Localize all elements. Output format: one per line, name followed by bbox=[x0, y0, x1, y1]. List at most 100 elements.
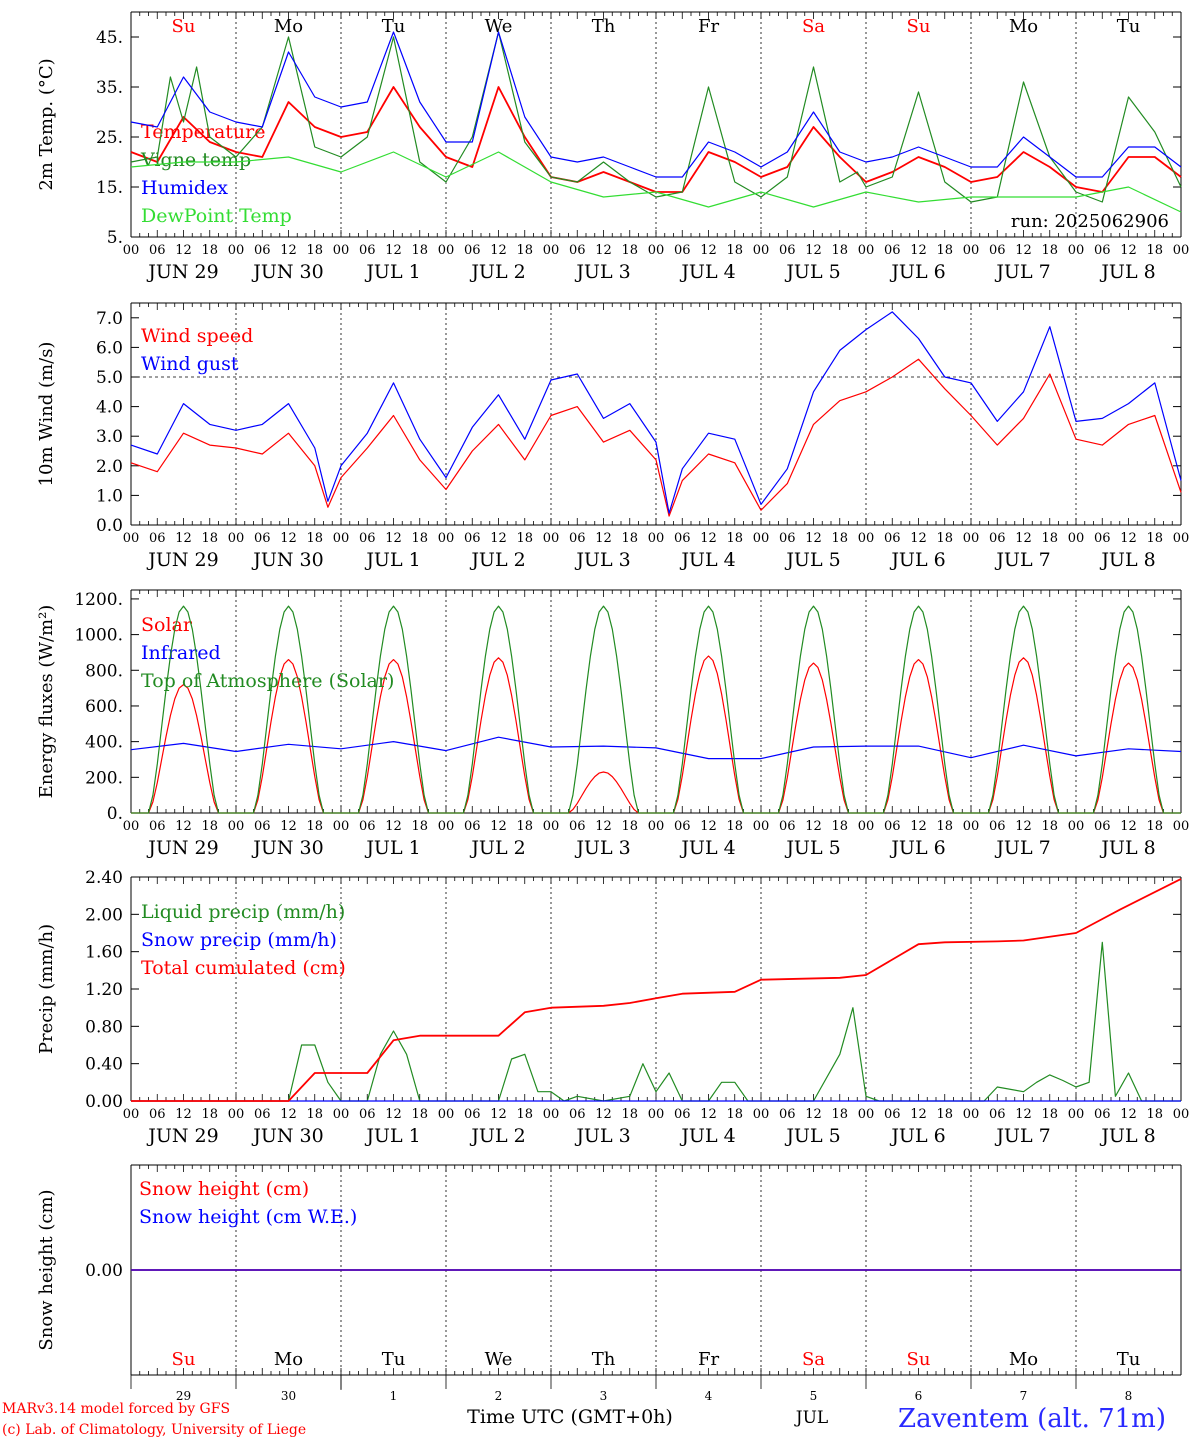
hour-label: 06 bbox=[779, 1107, 796, 1122]
hour-label: 06 bbox=[569, 243, 586, 258]
hour-label: 00 bbox=[648, 531, 665, 546]
hour-label: 12 bbox=[700, 243, 717, 258]
day-number-label: 7 bbox=[1020, 1389, 1028, 1403]
date-label: JUL 7 bbox=[994, 837, 1050, 859]
hour-label: 06 bbox=[254, 531, 271, 546]
hour-label: 06 bbox=[989, 819, 1006, 834]
hour-label: 18 bbox=[1146, 819, 1163, 834]
date-label: JUN 29 bbox=[146, 1125, 218, 1147]
hour-label: 06 bbox=[884, 1107, 901, 1122]
date-label: JUL 5 bbox=[784, 837, 840, 859]
hour-label: 18 bbox=[516, 819, 533, 834]
hour-label: 12 bbox=[490, 819, 507, 834]
hour-label: 00 bbox=[858, 531, 875, 546]
legend-entry: Snow precip (mm/h) bbox=[141, 929, 337, 951]
y-tick-label: 1200. bbox=[74, 590, 123, 610]
date-label: JUL 5 bbox=[784, 1125, 840, 1147]
y-tick-label: 35. bbox=[96, 78, 123, 98]
date-label: JUL 3 bbox=[574, 1125, 630, 1147]
hour-label: 00 bbox=[543, 531, 560, 546]
weekday-label: Su bbox=[907, 16, 931, 37]
date-label: JUL 7 bbox=[994, 261, 1050, 283]
hour-label: 18 bbox=[831, 531, 848, 546]
hour-label: 06 bbox=[674, 1107, 691, 1122]
y-tick-label: 0. bbox=[107, 804, 123, 824]
hour-label: 18 bbox=[936, 243, 953, 258]
weekday-label: Fr bbox=[698, 16, 719, 37]
weekday-label: Mo bbox=[274, 16, 303, 37]
hour-label: 12 bbox=[385, 1107, 402, 1122]
y-tick-label: 2.0 bbox=[96, 457, 123, 477]
y-tick-label: 1000. bbox=[74, 626, 123, 646]
date-label: JUL 3 bbox=[574, 837, 630, 859]
hour-label: 12 bbox=[805, 531, 822, 546]
y-tick-label: 6.0 bbox=[96, 338, 123, 358]
hour-label: 00 bbox=[543, 243, 560, 258]
hour-label: 12 bbox=[385, 243, 402, 258]
hour-label: 00 bbox=[858, 1107, 875, 1122]
weekday-label: Th bbox=[592, 16, 616, 37]
y-tick-label: 7.0 bbox=[96, 309, 123, 329]
hour-label: 18 bbox=[201, 1107, 218, 1122]
hour-label: 06 bbox=[569, 1107, 586, 1122]
hour-label: 18 bbox=[516, 531, 533, 546]
hour-label: 00 bbox=[1068, 531, 1085, 546]
date-label: JUL 6 bbox=[889, 549, 945, 571]
y-tick-label: 25. bbox=[96, 128, 123, 148]
hour-label: 12 bbox=[175, 1107, 192, 1122]
hour-label: 00 bbox=[1068, 243, 1085, 258]
hour-label: 18 bbox=[726, 531, 743, 546]
date-label: JUN 30 bbox=[251, 1125, 323, 1147]
hour-label: 06 bbox=[569, 531, 586, 546]
hour-label: 06 bbox=[149, 819, 166, 834]
weekday-label: Sa bbox=[802, 1349, 825, 1370]
day-number-label: 6 bbox=[915, 1389, 923, 1403]
date-label: JUN 29 bbox=[146, 837, 218, 859]
hour-label: 00 bbox=[1173, 531, 1190, 546]
hour-label: 06 bbox=[149, 1107, 166, 1122]
station-label: Zaventem (alt. 71m) bbox=[898, 1404, 1166, 1434]
weekday-label: Tu bbox=[1117, 16, 1141, 37]
hour-label: 12 bbox=[280, 531, 297, 546]
weekday-label: Su bbox=[907, 1349, 931, 1370]
hour-label: 18 bbox=[516, 243, 533, 258]
date-label: JUL 1 bbox=[364, 261, 420, 283]
weekday-label: Mo bbox=[274, 1349, 303, 1370]
weekday-label: Tu bbox=[382, 1349, 406, 1370]
y-tick-label: 800. bbox=[85, 661, 123, 681]
hour-label: 06 bbox=[464, 243, 481, 258]
hour-label: 18 bbox=[1146, 1107, 1163, 1122]
panel-5: 0.00 Snow height (cm) Su Mo Tu We Th Fr Sa Su Mo Tu… bbox=[36, 1164, 1182, 1403]
legend-entry: Wind speed bbox=[141, 325, 253, 347]
run-annotation: run: 2025062906 bbox=[1011, 211, 1169, 232]
y-tick-label: 1.60 bbox=[85, 943, 123, 963]
hour-label: 12 bbox=[700, 819, 717, 834]
date-label: JUL 4 bbox=[679, 1125, 735, 1147]
hour-label: 18 bbox=[936, 819, 953, 834]
hour-label: 00 bbox=[228, 1107, 245, 1122]
hour-label: 12 bbox=[280, 819, 297, 834]
date-label: JUL 1 bbox=[364, 1125, 420, 1147]
hour-label: 18 bbox=[936, 531, 953, 546]
legend-entry: Solar bbox=[141, 614, 193, 636]
hour-label: 12 bbox=[1015, 1107, 1032, 1122]
date-label: JUL 3 bbox=[574, 549, 630, 571]
y-tick-label: 2.40 bbox=[85, 868, 123, 888]
weekday-label: Fr bbox=[698, 1349, 719, 1370]
hour-label: 00 bbox=[123, 243, 140, 258]
hour-label: 12 bbox=[1120, 1107, 1137, 1122]
hour-label: 18 bbox=[936, 1107, 953, 1122]
hour-label: 00 bbox=[963, 243, 980, 258]
hour-label: 12 bbox=[1015, 243, 1032, 258]
hour-label: 00 bbox=[1173, 243, 1190, 258]
y-tick-label: 1.20 bbox=[85, 980, 123, 1000]
hour-label: 18 bbox=[726, 243, 743, 258]
day-number-label: 2 bbox=[495, 1389, 503, 1403]
hour-label: 18 bbox=[201, 243, 218, 258]
hour-label: 18 bbox=[1146, 243, 1163, 258]
hour-label: 06 bbox=[569, 819, 586, 834]
date-label: JUN 30 bbox=[251, 261, 323, 283]
legend-entry: DewPoint Temp bbox=[141, 205, 292, 227]
series-line bbox=[130, 311, 1182, 514]
hour-label: 12 bbox=[490, 243, 507, 258]
